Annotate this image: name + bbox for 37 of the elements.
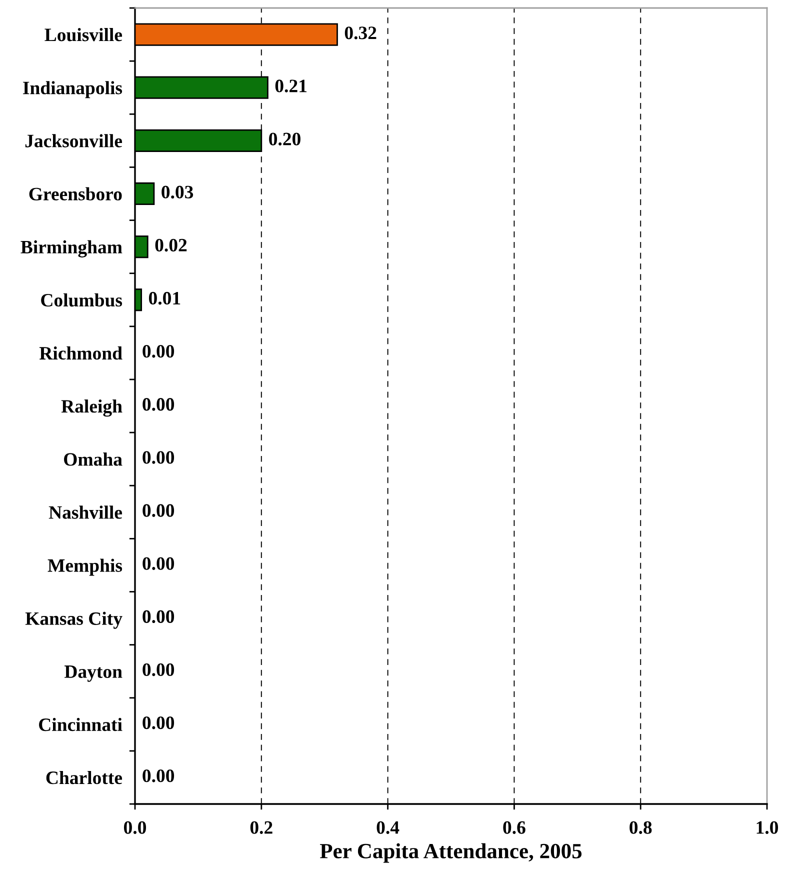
x-tick-label: 0.2	[250, 821, 272, 834]
x-tick-label: 0.4	[376, 821, 400, 834]
x-tick-label: 0.8	[630, 821, 652, 834]
data-label: 0.00	[142, 344, 174, 358]
x-tick-label: 0.0	[124, 821, 146, 834]
y-tick-label: Cincinnati	[39, 718, 122, 732]
y-tick-label: Louisville	[44, 28, 122, 42]
data-label: 0.00	[142, 398, 174, 411]
data-label: 0.00	[142, 610, 174, 624]
x-tick-label: 1.0	[756, 821, 778, 834]
data-label: 0.21	[275, 80, 307, 92]
y-tick-label: Memphis	[48, 558, 122, 576]
data-label: 0.00	[142, 663, 174, 676]
y-tick-label: Jacksonville	[25, 134, 122, 148]
data-label: 0.32	[344, 26, 376, 40]
data-label: 0.20	[269, 132, 300, 146]
y-tick-label: Charlotte	[46, 770, 122, 784]
data-label: 0.00	[142, 716, 174, 730]
data-label: 0.03	[162, 186, 194, 199]
y-tick-label: Kansas City	[25, 612, 122, 629]
data-label: 0.02	[155, 238, 187, 252]
data-label: 0.00	[142, 451, 174, 464]
y-tick-label: Columbus	[41, 293, 122, 307]
y-tick-label: Raleigh	[61, 399, 122, 417]
y-tick-label: Nashville	[48, 506, 122, 519]
y-tick-label: Birmingham	[20, 240, 122, 258]
data-label: 0.00	[142, 557, 174, 570]
data-label: 0.01	[148, 292, 180, 305]
y-tick-label: Indianapolis	[23, 81, 122, 98]
y-tick-label: Omaha	[64, 452, 122, 466]
x-axis-title: Per Capita Attendance, 2005	[320, 843, 582, 863]
x-tick-label: 0.6	[503, 821, 526, 834]
data-label: 0.00	[142, 770, 174, 782]
y-tick-label: Greensboro	[29, 187, 122, 200]
y-tick-label: Dayton	[64, 666, 122, 682]
y-tick-label: Richmond	[39, 346, 122, 360]
data-label: 0.00	[142, 504, 174, 517]
